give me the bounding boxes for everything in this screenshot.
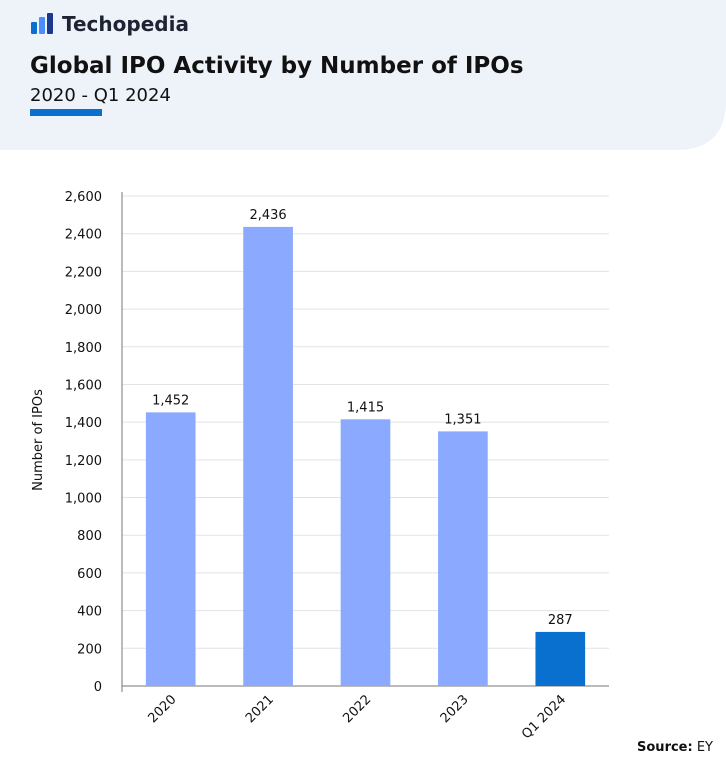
header-band (0, 0, 726, 150)
logo-icon (31, 13, 53, 34)
y-tick-label: 2,400 (65, 228, 102, 243)
value-label: 1,415 (347, 400, 384, 415)
plot: 0 200 400 600 800 1,000 1,200 1,400 1,600 1,800 2,… (65, 190, 609, 742)
y-tick-label: 1,800 (65, 341, 102, 356)
y-tick-label: 2,200 (65, 265, 102, 280)
value-label: 287 (548, 613, 573, 628)
bar (535, 631, 586, 686)
x-tick-label: Q1 2024 (519, 692, 569, 742)
x-tick-label: 2023 (438, 692, 472, 726)
value-label: 1,351 (444, 412, 481, 427)
y-tick-label: 0 (94, 680, 102, 695)
y-tick-label: 600 (77, 567, 102, 582)
y-tick-label: 400 (77, 605, 102, 620)
y-tick-label: 2,600 (65, 190, 102, 205)
y-tick-label: 2,000 (65, 303, 102, 318)
accent-bar (30, 109, 102, 116)
source-text: EY (697, 740, 713, 755)
x-tick-label: 2022 (340, 692, 374, 726)
brand: Techopedia (62, 12, 189, 36)
chart-title: Global IPO Activity by Number of IPOs (30, 53, 524, 79)
chart-subtitle: 2020 - Q1 2024 (30, 85, 171, 106)
value-label: 1,452 (152, 393, 189, 408)
y-axis-label: Number of IPOs (31, 389, 46, 491)
y-tick-label: 200 (77, 642, 102, 657)
x-tick-label: 2021 (243, 692, 277, 726)
bar (438, 431, 488, 686)
source-label: Source: (637, 740, 693, 755)
y-tick-label: 800 (77, 529, 102, 544)
y-tick-label: 1,400 (65, 416, 102, 431)
x-tick-label: 2020 (146, 692, 180, 726)
y-tick-label: 1,600 (65, 378, 102, 393)
bar (243, 226, 293, 686)
bar (340, 419, 391, 686)
source: Source: EY (637, 740, 713, 755)
bar (145, 412, 196, 686)
y-tick-label: 1,200 (65, 454, 102, 469)
value-label: 2,436 (249, 208, 286, 223)
y-tick-label: 1,000 (65, 492, 102, 507)
